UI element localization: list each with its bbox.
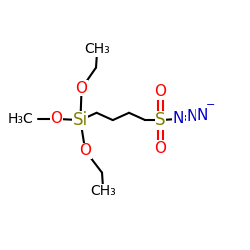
Text: O: O <box>154 84 166 100</box>
Text: O: O <box>79 143 91 158</box>
Text: N: N <box>173 112 184 126</box>
Text: O: O <box>76 81 88 96</box>
Text: CH₃: CH₃ <box>90 184 116 198</box>
Text: H₃C: H₃C <box>8 112 34 126</box>
Text: O: O <box>154 141 166 156</box>
Text: N: N <box>196 108 207 123</box>
Text: −: − <box>206 100 215 110</box>
Text: Si: Si <box>73 111 88 129</box>
Text: N: N <box>186 110 198 124</box>
Text: S: S <box>155 111 166 129</box>
Text: CH₃: CH₃ <box>84 42 110 56</box>
Text: O: O <box>50 112 62 126</box>
